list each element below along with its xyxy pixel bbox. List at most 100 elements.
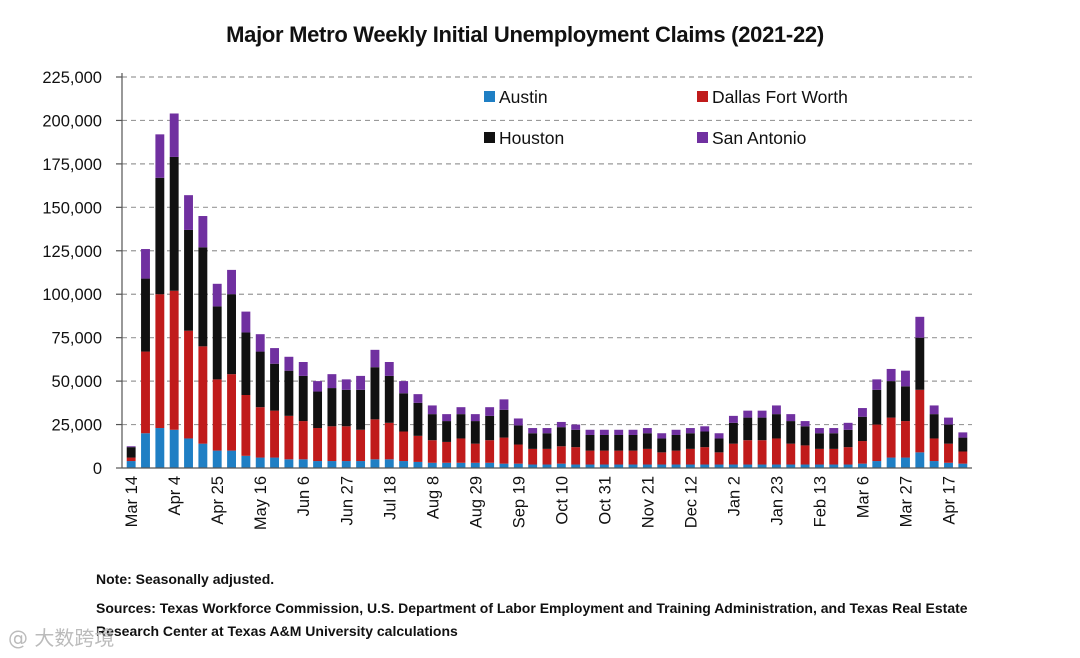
bar-segment xyxy=(184,438,193,468)
bar-segment xyxy=(728,464,738,468)
bar-segment xyxy=(843,429,853,448)
bar-segment xyxy=(327,426,337,462)
bar-segment xyxy=(815,433,824,449)
legend-label: Houston xyxy=(499,128,564,148)
bar-segment xyxy=(169,290,179,430)
bar-segment xyxy=(241,395,251,456)
bar-segment xyxy=(485,415,495,441)
bar-segment xyxy=(356,389,366,430)
bar-segment xyxy=(298,375,308,422)
bar-segment xyxy=(169,113,179,157)
bar-segment xyxy=(614,434,624,451)
bar-segment xyxy=(542,448,552,465)
bar-segment xyxy=(786,443,796,465)
bar-segment xyxy=(341,389,351,427)
bar-segment xyxy=(313,461,323,468)
bar-segment xyxy=(427,440,437,463)
y-tick-label: 225,000 xyxy=(42,69,102,87)
y-tick-label: 75,000 xyxy=(52,330,102,348)
x-tick-label: Jul 18 xyxy=(381,476,399,520)
legend-label: Dallas Fort Worth xyxy=(712,87,848,107)
bar-segment xyxy=(858,463,867,468)
bar-segment xyxy=(327,374,337,389)
bar-segment xyxy=(571,447,581,465)
bar-segment xyxy=(571,429,581,448)
bar-segment xyxy=(198,443,208,468)
bar-segment xyxy=(513,444,523,464)
bar-segment xyxy=(944,462,953,468)
bar-segment xyxy=(872,389,882,425)
bar-segment xyxy=(671,464,681,468)
bar-segment xyxy=(858,408,867,417)
bar-segment xyxy=(800,421,810,427)
bar-segment xyxy=(714,433,724,439)
bar-segment xyxy=(886,457,896,468)
x-tick-label: Apr 25 xyxy=(209,476,227,525)
bar-segment xyxy=(427,462,437,468)
bar-segment xyxy=(542,433,552,449)
bar-segment xyxy=(915,337,925,390)
bar-segment xyxy=(872,424,882,462)
bar-segment xyxy=(384,459,394,468)
bar-segment xyxy=(198,216,208,248)
y-tick-label: 25,000 xyxy=(52,417,102,435)
x-tick-label: Feb 13 xyxy=(811,476,829,527)
bar-segment xyxy=(915,389,925,453)
bar-segment xyxy=(155,134,165,178)
legend: Austin Dallas Fort Worth Houston San Antoni… xyxy=(484,87,848,148)
bar-segment xyxy=(470,421,480,444)
bar-segment xyxy=(227,450,236,468)
bar-segment xyxy=(413,394,423,403)
bar-segment xyxy=(571,464,581,468)
bar-segment xyxy=(556,427,566,447)
bar-segment xyxy=(585,429,595,435)
bar-segment xyxy=(485,462,495,468)
bar-segment xyxy=(958,463,968,468)
y-tick-label: 125,000 xyxy=(42,243,102,261)
bar-segment xyxy=(169,429,179,468)
bar-segment xyxy=(313,391,323,429)
y-tick-label: 50,000 xyxy=(52,373,102,391)
bar-segment xyxy=(241,455,251,468)
bar-segment xyxy=(370,367,380,420)
bar-segment xyxy=(155,428,165,468)
bar-segment xyxy=(642,433,652,449)
bar-segment xyxy=(628,450,638,465)
bar-segment xyxy=(270,348,279,364)
bar-segment xyxy=(456,438,466,463)
bar-segment xyxy=(298,421,308,460)
bar-segment xyxy=(829,464,839,468)
bar-segment xyxy=(542,464,552,468)
bar-segment xyxy=(657,438,667,453)
bar-segment xyxy=(671,450,681,465)
bar-segment xyxy=(585,464,595,468)
bar-segment xyxy=(399,393,409,432)
bar-segment xyxy=(700,464,710,468)
bar-segment xyxy=(714,438,724,453)
bar-segment xyxy=(958,437,968,452)
bar-segment xyxy=(599,429,609,435)
bar-segment xyxy=(384,422,394,460)
gridlines xyxy=(122,76,972,426)
bar-segment xyxy=(198,247,208,347)
bar-segment xyxy=(470,462,480,468)
bar-segment xyxy=(155,177,165,295)
bar-segment xyxy=(255,457,265,468)
x-tick-label: Jan 23 xyxy=(768,476,786,526)
bar-segment xyxy=(370,459,380,468)
bar-segment xyxy=(829,428,839,434)
bar-segment xyxy=(843,464,853,468)
bar-segment xyxy=(728,415,738,423)
bar-segment xyxy=(556,421,566,428)
bar-segment xyxy=(944,417,953,425)
bar-segment xyxy=(169,156,179,291)
bar-segment xyxy=(671,429,681,435)
bar-segment xyxy=(528,448,538,465)
bar-segment xyxy=(901,370,910,387)
bar-segment xyxy=(671,434,681,451)
bar-segment xyxy=(513,463,523,468)
bar-segment xyxy=(815,464,824,468)
bar-segment xyxy=(642,428,652,434)
legend-swatch xyxy=(484,132,495,143)
bar-segment xyxy=(270,363,279,411)
